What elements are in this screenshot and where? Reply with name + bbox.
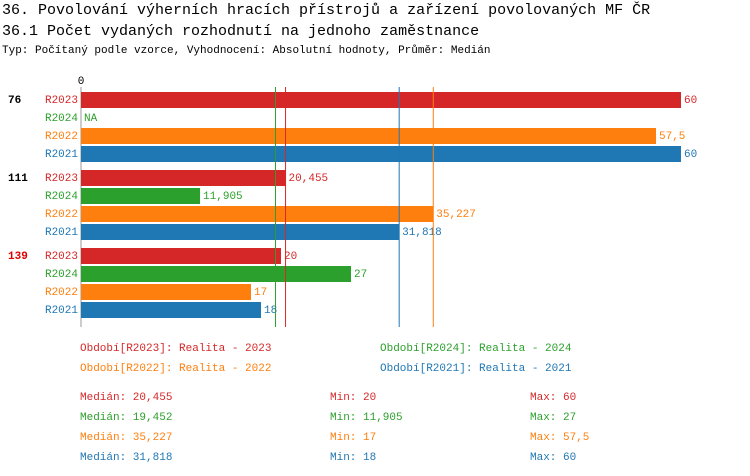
series-label: R2024: [45, 191, 78, 203]
value-label: 27: [354, 269, 367, 281]
category-label: 111: [8, 173, 28, 185]
value-label: 60: [684, 95, 697, 107]
value-label: 20: [284, 251, 297, 263]
series-label: R2023: [45, 173, 78, 185]
legend-entry: Období[R2024]: Realita - 2024: [380, 343, 572, 355]
min-stat: Min: 18: [330, 452, 376, 464]
bar: [81, 248, 281, 264]
bar: [81, 188, 201, 204]
min-stat: Min: 20: [330, 392, 376, 404]
series-label: R2021: [45, 149, 78, 161]
value-label: 35,227: [436, 209, 476, 221]
max-stat: Max: 27: [530, 412, 576, 424]
legend-entry: Období[R2023]: Realita - 2023: [80, 343, 271, 355]
chart-title: 36. Povolování výherních hracích přístro…: [2, 1, 650, 19]
series-label: R2021: [45, 227, 78, 239]
series-label: R2023: [45, 251, 78, 263]
max-stat: Max: 60: [530, 452, 576, 464]
value-label: 18: [264, 305, 277, 317]
bar: [81, 266, 351, 282]
max-stat: Max: 57,5: [530, 432, 589, 444]
value-label: 11,905: [203, 191, 243, 203]
series-label: R2021: [45, 305, 78, 317]
bar: [81, 92, 681, 108]
median-stat: Medián: 20,455: [80, 392, 172, 404]
bar: [81, 146, 681, 162]
x-tick-label: 0: [78, 76, 85, 88]
median-stat: Medián: 19,452: [80, 412, 172, 424]
legend-entry: Období[R2021]: Realita - 2021: [380, 363, 572, 375]
value-label: NA: [84, 113, 98, 125]
min-stat: Min: 17: [330, 432, 376, 444]
median-stat: Medián: 31,818: [80, 452, 172, 464]
series-label: R2022: [45, 131, 78, 143]
max-stat: Max: 60: [530, 392, 576, 404]
series-label: R2024: [45, 269, 78, 281]
value-label: 57,5: [659, 131, 685, 143]
series-label: R2022: [45, 287, 78, 299]
bar: [81, 170, 286, 186]
bar: [81, 128, 656, 144]
bar: [81, 206, 434, 222]
legend-entry: Období[R2022]: Realita - 2022: [80, 363, 271, 375]
value-label: 17: [254, 287, 267, 299]
category-label: 139: [8, 251, 28, 263]
chart-description: Typ: Počítaný podle vzorce, Vyhodnocení:…: [2, 44, 490, 57]
bar: [81, 224, 400, 240]
bar: [81, 284, 251, 300]
series-label: R2024: [45, 113, 78, 125]
value-label: 20,455: [289, 173, 329, 185]
value-label: 31,818: [402, 227, 442, 239]
series-label: R2023: [45, 95, 78, 107]
median-stat: Medián: 35,227: [80, 432, 172, 444]
value-label: 60: [684, 149, 697, 161]
series-label: R2022: [45, 209, 78, 221]
category-label: 76: [8, 95, 21, 107]
bar: [81, 302, 261, 318]
min-stat: Min: 11,905: [330, 412, 403, 424]
chart-subtitle: 36.1 Počet vydaných rozhodnutí na jednoh…: [2, 23, 479, 40]
